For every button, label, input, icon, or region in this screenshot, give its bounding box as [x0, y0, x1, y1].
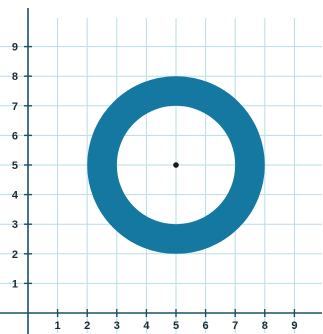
x-tick-label: 2 [84, 320, 90, 332]
annulus-ring [87, 76, 265, 254]
y-tick-labels: 1 2 3 4 5 6 7 8 9 [12, 42, 19, 291]
x-tick-label: 7 [232, 320, 238, 332]
y-tick-label: 6 [12, 130, 18, 142]
y-tick-label: 2 [12, 249, 18, 261]
y-tick-label: 9 [12, 42, 18, 54]
shapes [87, 76, 265, 254]
center-point [173, 162, 179, 168]
x-tick-label: 5 [173, 320, 179, 332]
x-tick-label: 9 [291, 320, 297, 332]
x-tick-label: 6 [203, 320, 209, 332]
y-tick-label: 7 [12, 101, 18, 113]
x-tick-label: 4 [143, 320, 150, 332]
x-tick-labels: 1 2 3 4 5 6 7 8 9 [55, 320, 298, 332]
y-tick-label: 3 [12, 219, 18, 231]
axes [0, 8, 322, 334]
y-tick-label: 5 [12, 160, 18, 172]
y-tick-label: 1 [12, 278, 18, 290]
y-tick-label: 8 [12, 71, 18, 83]
x-tick-label: 8 [262, 320, 268, 332]
grid-lines [0, 18, 322, 333]
x-tick-label: 3 [114, 320, 120, 332]
x-tick-label: 1 [55, 320, 61, 332]
y-tick-label: 4 [12, 190, 19, 202]
